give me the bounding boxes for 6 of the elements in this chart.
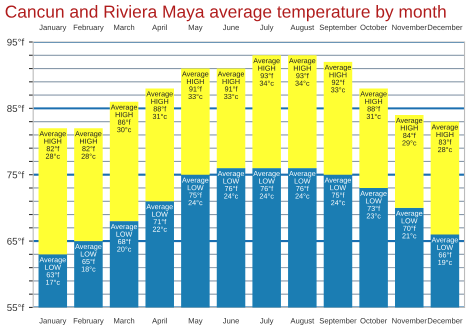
y-tick-label: 95°f bbox=[7, 38, 24, 46]
y-tick-label: 75°f bbox=[7, 171, 24, 178]
y-tick-label: 55°f bbox=[7, 304, 24, 312]
chart-title: Cancun and Riviera Maya average temperature by month bbox=[6, 5, 446, 22]
y-tick-label: 65°f bbox=[7, 238, 24, 245]
y-tick-label: 85°f bbox=[7, 104, 24, 112]
